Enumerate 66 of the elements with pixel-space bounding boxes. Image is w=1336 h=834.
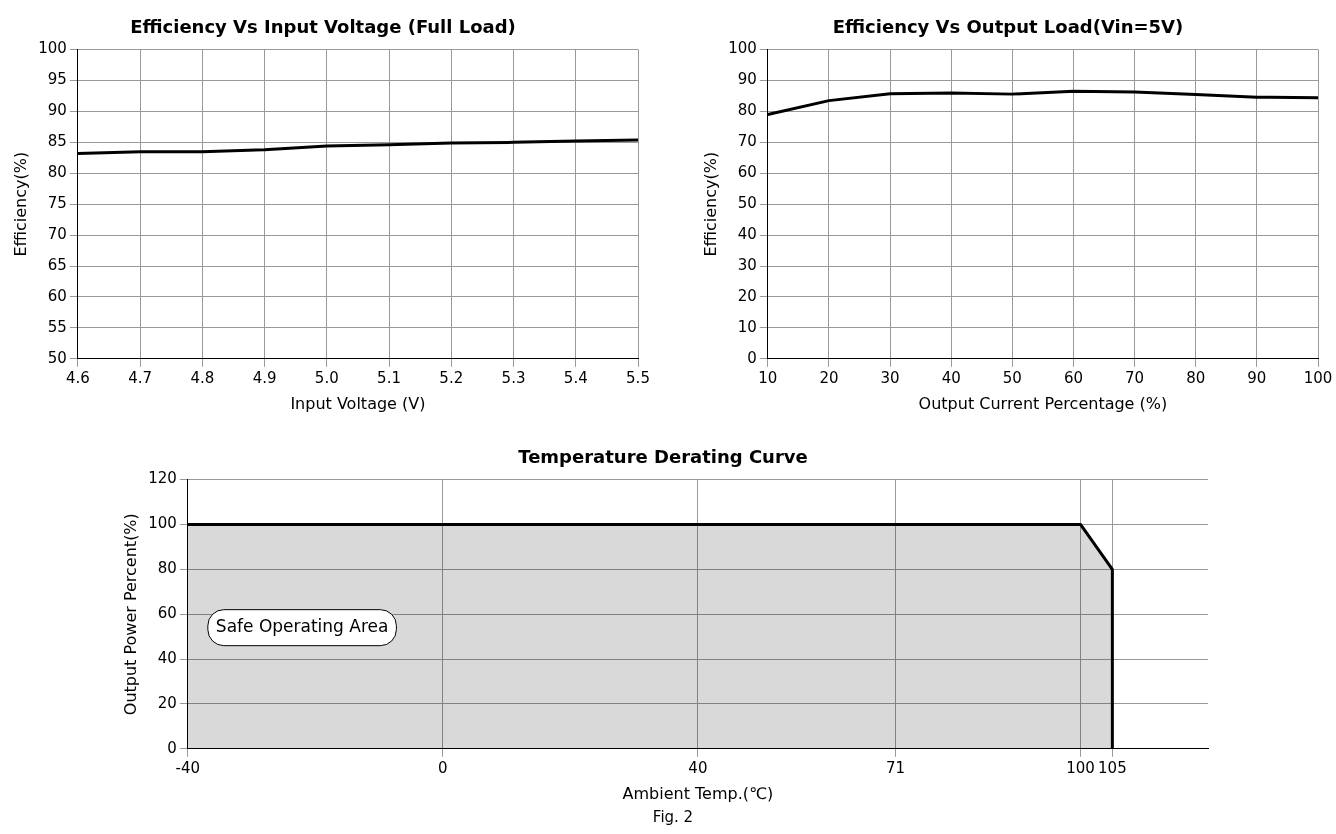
y-axis-title: Output Power Percent(%) <box>120 513 140 716</box>
x-tick-label: 60 <box>1063 368 1084 387</box>
x-tick-label: 10 <box>758 368 778 387</box>
annotation: Safe Operating Area <box>215 616 389 637</box>
y-tick-label: 80 <box>157 559 177 578</box>
y-tick-label: 60 <box>737 163 757 182</box>
x-axis-title: Input Voltage (V) <box>290 393 426 413</box>
y-tick-label: 90 <box>737 70 757 89</box>
x-tick-label: 70 <box>1125 368 1145 387</box>
y-tick-label: 85 <box>47 132 67 151</box>
x-tick-label: 5.2 <box>439 368 464 387</box>
y-tick-label: 100 <box>38 39 67 58</box>
x-tick-label: 105 <box>1098 758 1127 777</box>
x-tick-label: 5.1 <box>377 368 401 387</box>
y-tick-label: 55 <box>47 317 67 336</box>
y-tick-label: 70 <box>47 225 67 244</box>
x-tick-label: 0 <box>438 758 448 777</box>
x-tick-label: 80 <box>1186 368 1206 387</box>
y-tick-label: 70 <box>737 132 757 151</box>
y-tick-label: 60 <box>47 286 67 305</box>
chart-title: Efficiency Vs Output Load(Vin=5V) <box>832 16 1184 38</box>
chart-title: Efficiency Vs Input Voltage (Full Load) <box>130 16 516 38</box>
x-tick-label: 100 <box>1066 758 1095 777</box>
y-tick-label: 75 <box>47 194 67 213</box>
x-tick-label: 20 <box>819 368 839 387</box>
x-tick-label: -40 <box>175 758 201 777</box>
x-tick-label: 90 <box>1247 368 1267 387</box>
y-tick-label: 90 <box>47 101 67 120</box>
x-tick-label: 4.7 <box>128 368 152 387</box>
x-tick-label: 40 <box>688 758 708 777</box>
y-tick-label: 40 <box>737 225 757 244</box>
x-tick-label: 4.6 <box>65 368 90 387</box>
y-tick-label: 50 <box>47 348 67 367</box>
x-tick-label: 5.0 <box>314 368 339 387</box>
y-tick-label: 40 <box>157 648 177 667</box>
y-tick-label: 50 <box>737 194 757 213</box>
y-tick-label: 0 <box>167 738 177 757</box>
x-tick-label: 5.5 <box>626 368 650 387</box>
y-tick-label: 20 <box>157 693 177 712</box>
y-tick-label: 80 <box>737 101 757 120</box>
y-tick-label: 100 <box>728 39 757 58</box>
caption: Fig. 2 <box>651 808 695 826</box>
y-tick-label: 120 <box>148 469 177 488</box>
y-tick-label: 65 <box>47 255 67 274</box>
y-axis-title: Efficiency(%) <box>700 151 720 257</box>
x-axis-title: Ambient Temp.(℃) <box>622 783 774 803</box>
x-axis-title: Output Current Percentage (%) <box>918 393 1168 413</box>
y-tick-label: 0 <box>747 348 757 367</box>
chart-title: Temperature Derating Curve <box>518 446 808 468</box>
y-tick-label: 20 <box>737 286 757 305</box>
x-tick-label: 4.9 <box>252 368 277 387</box>
y-tick-label: 30 <box>737 255 757 274</box>
y-tick-label: 80 <box>47 163 67 182</box>
x-tick-label: 4.8 <box>190 368 215 387</box>
y-tick-label: 60 <box>157 604 177 623</box>
x-tick-label: 30 <box>880 368 900 387</box>
x-tick-label: 5.3 <box>501 368 526 387</box>
y-axis-title: Efficiency(%) <box>10 151 30 257</box>
x-tick-label: 5.4 <box>563 368 588 387</box>
y-tick-label: 95 <box>47 70 67 89</box>
y-tick-label: 100 <box>148 514 177 533</box>
x-tick-label: 100 <box>1303 368 1333 387</box>
x-tick-label: 40 <box>941 368 961 387</box>
y-tick-label: 10 <box>737 317 757 336</box>
x-tick-label: 50 <box>1002 368 1022 387</box>
x-tick-label: 71 <box>886 758 906 777</box>
